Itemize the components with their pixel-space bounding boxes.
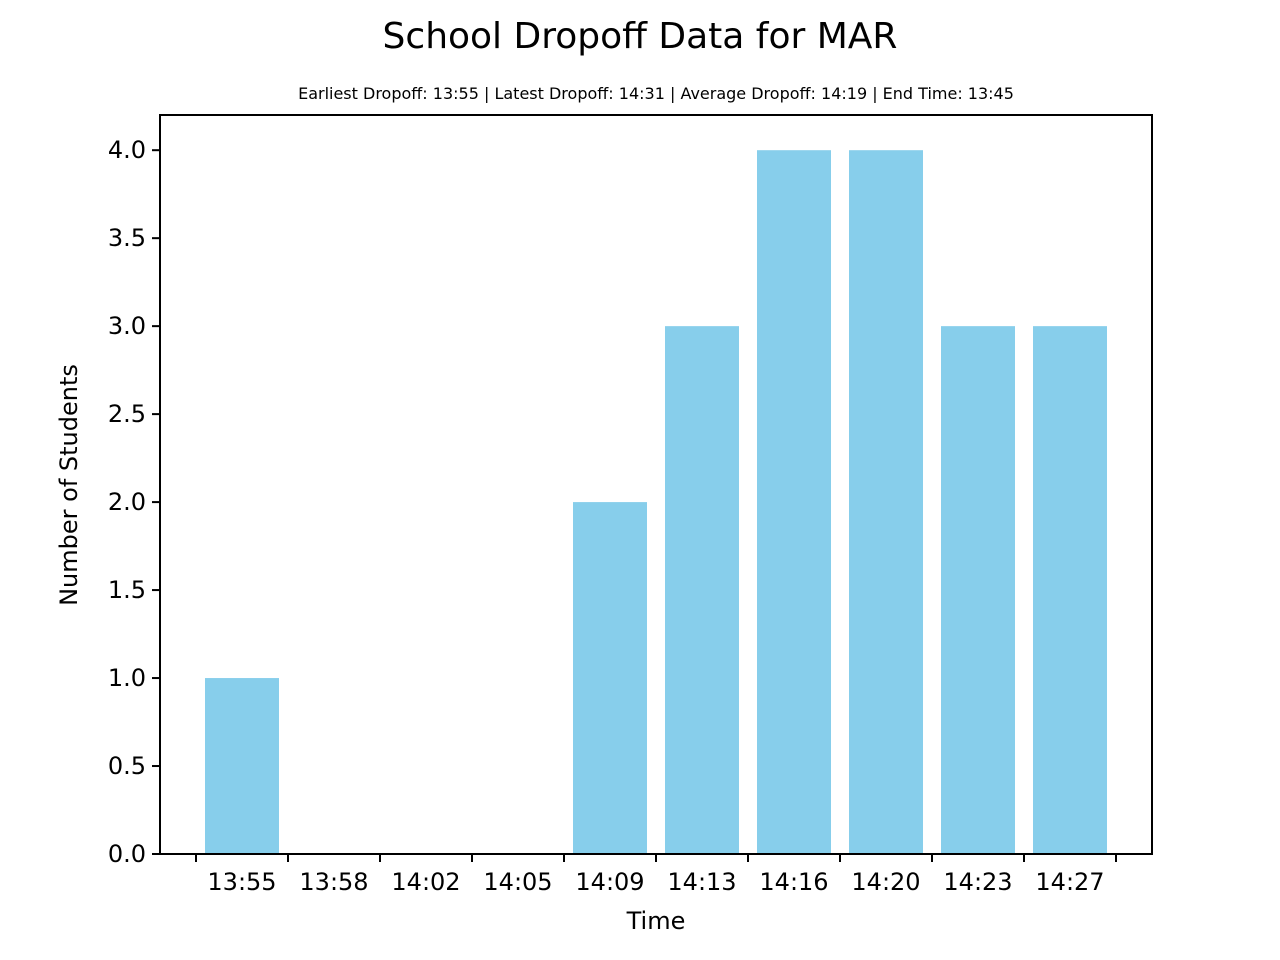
x-tick-label: 13:58 — [299, 868, 368, 896]
y-tick-label: 2.5 — [108, 400, 146, 428]
y-axis-label: Number of Students — [55, 364, 83, 606]
x-tick-label: 14:20 — [851, 868, 920, 896]
x-tick-label: 14:23 — [943, 868, 1012, 896]
y-tick-label: 3.5 — [108, 224, 146, 252]
y-tick-label: 1.5 — [108, 576, 146, 604]
plot-frame — [159, 114, 1153, 855]
y-tick-label: 4.0 — [108, 136, 146, 164]
x-tick-label: 14:05 — [483, 868, 552, 896]
x-tick-label: 14:16 — [759, 868, 828, 896]
x-axis: 13:55 13:58 14:02 14:05 14:09 14:13 14:16 14:20… — [195, 854, 1117, 896]
chart-subtitle: Earliest Dropoff: 13:55 | Latest Dropoff… — [298, 84, 1014, 103]
y-axis: 0.0 0.5 1.0 1.5 2.0 2.5 3.0 3.5 4.0 — [108, 136, 160, 868]
y-tick-label: 0.0 — [108, 840, 146, 868]
bar-1427 — [1033, 326, 1107, 855]
y-tick-label: 1.0 — [108, 664, 146, 692]
bar-1423 — [941, 326, 1015, 855]
x-tick-label: 14:09 — [575, 868, 644, 896]
chart-title: School Dropoff Data for MAR — [383, 16, 898, 57]
bar-1413 — [665, 326, 739, 855]
x-axis-label: Time — [626, 907, 686, 935]
x-tick-label: 14:27 — [1035, 868, 1104, 896]
bar-1420 — [849, 150, 923, 854]
y-tick-label: 3.0 — [108, 312, 146, 340]
bar-1355 — [205, 678, 279, 854]
bars-group — [205, 150, 1107, 855]
bar-1409 — [573, 502, 647, 854]
x-tick-label: 14:13 — [667, 868, 736, 896]
y-tick-label: 2.0 — [108, 488, 146, 516]
y-tick-label: 0.5 — [108, 752, 146, 780]
x-tick-label: 14:02 — [391, 868, 460, 896]
x-tick-label: 13:55 — [207, 868, 276, 896]
bar-1416 — [757, 150, 831, 854]
